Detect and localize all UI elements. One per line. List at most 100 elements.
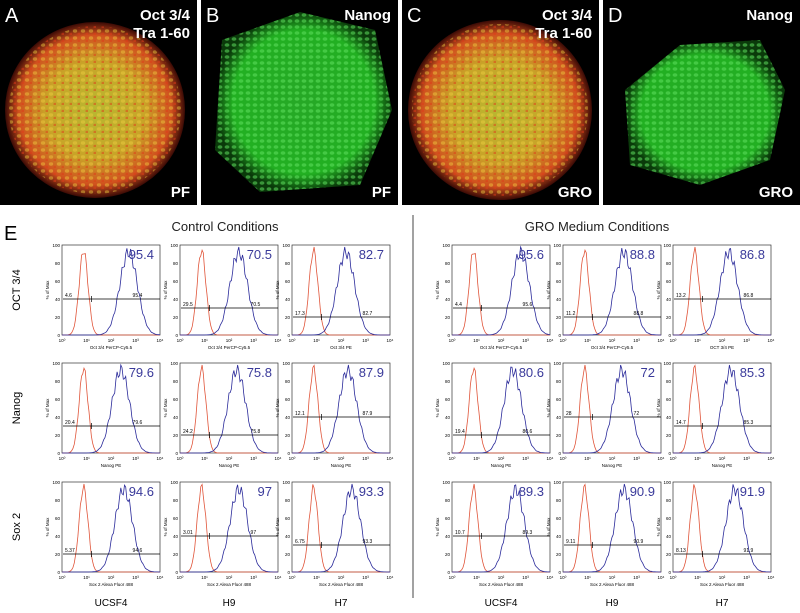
histogram-panel: 0 20 40 60 80 100 % of Max 10⁰ 10¹ 10² 10³ 10⁴ Sox 2… — [435, 480, 554, 587]
y-tick-label: 60 — [445, 279, 451, 284]
percent-positive: 94.6 — [129, 484, 154, 499]
stained-histogram — [563, 248, 661, 336]
histogram-panel: 0 20 40 60 80 100 % of Max 10⁰ 10¹ 10² 10³ 10⁴ Nanog… — [435, 361, 554, 468]
y-tick-label: 60 — [173, 279, 179, 284]
gate-right-value: 82.7 — [363, 311, 373, 317]
y-axis-label: % of Max — [546, 280, 551, 300]
x-tick-label: 10¹ — [201, 575, 208, 580]
gate-right-value: 72 — [634, 411, 640, 417]
y-tick-label: 20 — [666, 315, 672, 320]
histogram-panel: 0 20 40 60 80 100 % of Max 10⁰ 10¹ 10² 10³ 10⁴ Sox 2… — [275, 480, 394, 587]
gate-right-value: 97 — [251, 530, 257, 536]
stained-histogram — [292, 483, 390, 573]
y-axis-label: % of Max — [656, 398, 661, 418]
y-tick-label: 60 — [55, 516, 61, 521]
y-tick-label: 100 — [442, 361, 450, 366]
x-axis-label: Sox 2 Alexa Fluor 488 — [89, 582, 134, 587]
micrographs — [0, 0, 800, 205]
y-axis-label: % of Max — [275, 517, 280, 537]
y-tick-label: 80 — [666, 379, 672, 384]
histogram-panel: 0 20 40 60 80 100 % of Max 10⁰ 10¹ 10² 10³ 10⁴ Sox 2… — [163, 480, 282, 587]
control-histogram — [180, 248, 278, 336]
gate-right-value: 94.6 — [133, 548, 143, 554]
y-tick-label: 80 — [666, 261, 672, 266]
y-tick-label: 100 — [553, 243, 561, 248]
y-axis-label: % of Max — [45, 398, 50, 418]
y-axis-label: % of Max — [656, 280, 661, 300]
y-tick-label: 40 — [285, 297, 291, 302]
y-tick-label: 40 — [285, 534, 291, 539]
y-axis-label: % of Max — [656, 517, 661, 537]
x-tick-label: 10¹ — [694, 575, 701, 580]
x-tick-label: 10² — [226, 456, 233, 461]
panel-letter: D — [608, 5, 622, 27]
y-tick-label: 80 — [173, 261, 179, 266]
x-axis-label: Oct 3/4 PerCP-Cy5.5 — [208, 345, 251, 350]
x-tick-label: 10⁴ — [658, 575, 665, 580]
percent-positive: 70.5 — [247, 247, 272, 262]
y-tick-label: 60 — [556, 397, 562, 402]
gate-right-value: 88.8 — [634, 311, 644, 317]
y-tick-label: 100 — [663, 361, 671, 366]
y-tick-label: 0 — [668, 570, 671, 575]
colony-texture — [412, 24, 588, 196]
x-tick-label: 10³ — [743, 456, 750, 461]
histogram-panel: 0 20 40 60 80 100 % of Max 10⁰ 10¹ 10² 10³ 10⁴ Nanog… — [163, 361, 282, 468]
y-tick-label: 40 — [173, 534, 179, 539]
y-tick-label: 80 — [285, 379, 291, 384]
x-tick-label: 10³ — [132, 456, 139, 461]
control-histogram — [452, 252, 550, 336]
y-tick-label: 0 — [558, 333, 561, 338]
x-tick-label: 10³ — [362, 575, 369, 580]
y-tick-label: 60 — [285, 397, 291, 402]
gate-right-value: 79.6 — [133, 420, 143, 426]
gate-left-value: 29.5 — [183, 302, 193, 308]
histogram-panel: 0 20 40 60 80 100 % of Max 10⁰ 10¹ 10² 10³ 10⁴ Oct 3… — [163, 243, 282, 350]
x-tick-label: 10³ — [362, 338, 369, 343]
stained-histogram — [292, 246, 390, 336]
x-tick-label: 10² — [498, 338, 505, 343]
x-tick-label: 10² — [498, 575, 505, 580]
gate-left-value: 11.2 — [566, 311, 576, 317]
y-axis-label: % of Max — [435, 398, 440, 418]
y-tick-label: 60 — [173, 397, 179, 402]
control-histogram — [62, 252, 160, 336]
y-tick-label: 0 — [668, 333, 671, 338]
column-label: H9 — [606, 598, 619, 609]
condition-label: GRO — [558, 184, 593, 201]
control-histogram — [452, 366, 550, 454]
y-tick-label: 100 — [663, 243, 671, 248]
x-tick-label: 10³ — [132, 575, 139, 580]
gate-left-value: 4.4 — [455, 302, 462, 308]
percent-positive: 89.3 — [519, 484, 544, 499]
percent-positive: 86.8 — [740, 247, 765, 262]
x-tick-label: 10¹ — [694, 338, 701, 343]
x-tick-label: 10¹ — [83, 338, 90, 343]
x-tick-label: 10⁰ — [449, 456, 456, 461]
plot-frame — [61, 244, 161, 336]
x-tick-label: 10⁰ — [177, 575, 184, 580]
x-tick-label: 10² — [108, 575, 115, 580]
y-tick-label: 100 — [52, 480, 60, 485]
percent-positive: 79.6 — [129, 365, 154, 380]
x-tick-label: 10⁴ — [547, 338, 554, 343]
x-axis-label: Oct 3/4 PE — [330, 345, 352, 350]
x-tick-label: 10² — [108, 456, 115, 461]
gate-left-value: 4.6 — [65, 293, 72, 299]
y-tick-label: 40 — [445, 415, 451, 420]
x-tick-label: 10⁴ — [768, 456, 775, 461]
control-histogram — [292, 246, 390, 336]
x-tick-label: 10³ — [132, 338, 139, 343]
y-tick-label: 40 — [556, 415, 562, 420]
y-tick-label: 40 — [285, 415, 291, 420]
x-tick-label: 10⁰ — [59, 456, 66, 461]
gate-left-value: 14.7 — [676, 420, 686, 426]
column-label: H9 — [223, 598, 236, 609]
x-tick-label: 10⁰ — [670, 456, 677, 461]
y-tick-label: 0 — [447, 333, 450, 338]
y-tick-label: 80 — [556, 379, 562, 384]
x-tick-label: 10¹ — [584, 456, 591, 461]
x-tick-label: 10⁴ — [275, 456, 282, 461]
stained-histogram — [563, 483, 661, 573]
stained-histogram — [62, 248, 161, 336]
